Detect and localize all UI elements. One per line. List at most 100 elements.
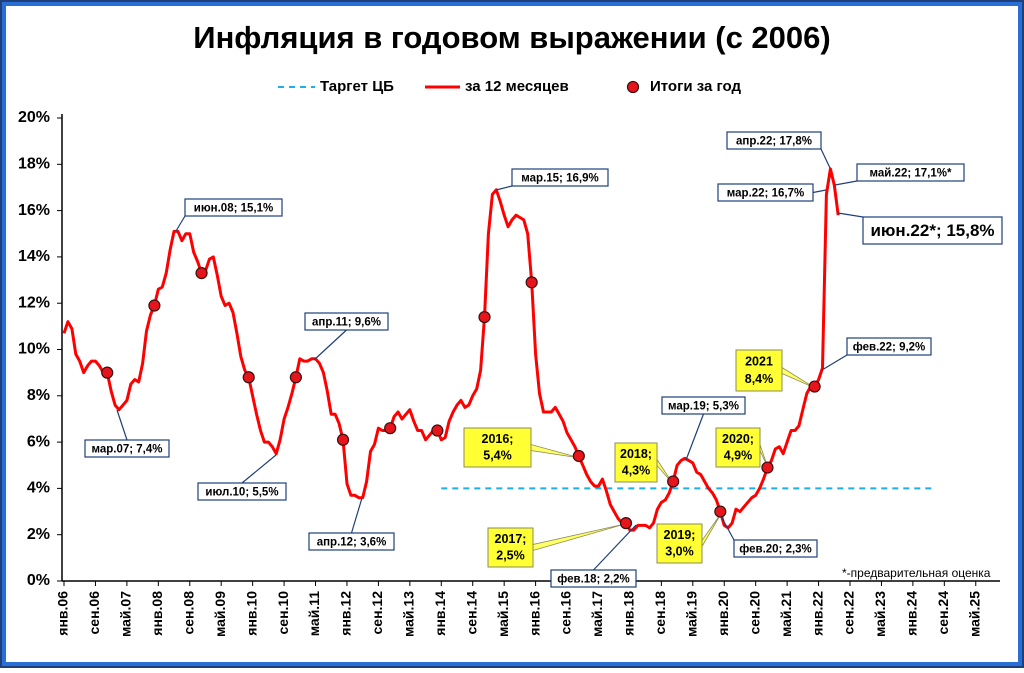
x-tick-label: сен.14 [463,591,479,635]
year-end-dot [431,424,444,437]
x-tick-label: сен.06 [86,591,102,635]
annotation-label: апр.11; 9,6% [312,317,381,329]
x-tick-label: сен.24 [935,591,951,635]
annotation-label: мар.19; 5,3% [668,401,739,413]
y-tick-label: 4% [27,480,50,497]
x-tick-label: май.17 [589,591,605,637]
year-end-dot [101,366,114,379]
year-end-dot [289,371,302,384]
x-tick-label: янв.08 [149,591,165,636]
year-end-dot [148,299,161,312]
annotation-label: мар.22; 16,7% [727,188,804,200]
annotation-box [726,131,822,150]
inflation-line [62,167,840,532]
x-tick-label: сен.10 [275,591,291,635]
x-tick-label: янв.22 [809,591,825,636]
year-end-dot [714,505,727,518]
year-label-year: 2016; [482,432,514,446]
year-end-dot [619,517,633,530]
x-tick-label: сен.20 [746,591,762,635]
annotation-box [846,337,932,356]
annotation-leader [593,524,637,571]
legend-label: Итоги за год [650,78,742,95]
annotation-label: апр.22; 17,8% [736,136,812,148]
x-tick-label: сен.22 [841,591,857,635]
annotation-leader [837,212,864,218]
annotation-leader [721,517,735,541]
annotation-label: фев.18; 2,2% [557,574,630,586]
x-tick-label: сен.16 [558,591,574,635]
year-label-box [735,349,783,392]
x-tick-label: янв.24 [904,591,920,636]
y-tick-label: 18% [18,156,50,173]
year-label-value: 3,0% [665,544,694,558]
year-end-dot [808,380,821,393]
x-tick-label: янв.18 [621,591,637,636]
x-tick-label: янв.16 [526,591,542,636]
y-tick-label: 12% [18,294,50,311]
x-tick-label: сен.08 [180,591,196,635]
x-tick-label: май.15 [495,591,511,637]
annotation-leader [241,454,277,484]
y-tick-label: 14% [18,248,50,265]
annotation-leader [116,409,128,441]
y-tick-label: 10% [18,341,50,358]
x-tick-label: май.07 [118,591,134,637]
annotation-label: фев.22; 9,2% [853,342,926,354]
year-end-dot [384,422,397,435]
x-tick-label: май.09 [212,591,228,637]
y-tick-label: 8% [27,387,50,404]
year-end-dot [525,276,538,289]
year-end-dot [478,310,491,324]
x-tick-label: май.23 [872,591,888,637]
annotation-label: мар.07; 7,4% [92,444,163,456]
year-label-value: 4,3% [622,463,651,477]
annotation-leader [820,148,831,169]
x-tick-label: янв.14 [432,591,448,636]
annotation-label: июн.08; 15,1% [194,203,273,215]
x-tick-label: янв.06 [55,591,71,636]
annotation-box [856,163,965,182]
annotation-label: май.22; 17,1%* [870,168,952,180]
annotation-leader [495,185,513,191]
annotation-box [197,482,287,501]
annotation-leader [175,215,186,232]
year-end-dot [242,371,255,384]
annotation-box [84,439,170,458]
annotation-leader [350,497,363,534]
annotation-label: апр.12; 3,6% [317,537,387,549]
chart-title: Инфляция в годовом выражении (с 2006) [193,20,830,55]
legend-label: Таргет ЦБ [320,78,394,95]
legend-label: за 12 месяцев [465,78,569,95]
y-tick-label: 2% [27,526,50,543]
year-label-value: 8,4% [745,372,774,386]
year-end-dot [195,267,208,280]
annotation-label: фев.20; 2,3% [739,544,812,556]
year-label-box [656,523,703,564]
y-tick-label: 0% [27,572,50,589]
y-tick-label: 6% [27,433,50,450]
annotation-leader [834,180,858,186]
annotation-box [184,198,283,217]
year-end-dot [336,433,350,446]
year-label-year: 2018; [620,447,652,461]
year-end-dot [572,449,585,463]
year-end-dot [667,475,680,488]
year-label-value: 5,4% [483,448,512,462]
year-label-box [614,442,658,483]
x-tick-label: янв.20 [715,591,731,636]
x-tick-label: сен.18 [652,591,668,635]
year-label-value: 4,9% [724,448,753,462]
x-tick-label: янв.10 [243,591,259,636]
legend-swatch [626,80,640,94]
year-label-year: 2019; [664,528,696,542]
year-label-year: 2021 [745,355,773,369]
annotation-box [862,216,1003,245]
year-label-value: 2,5% [496,548,525,562]
annotation-leader [821,354,848,371]
year-label-year: 2017; [495,532,527,546]
annotation-leader [313,329,347,361]
annotation-box [304,312,389,331]
